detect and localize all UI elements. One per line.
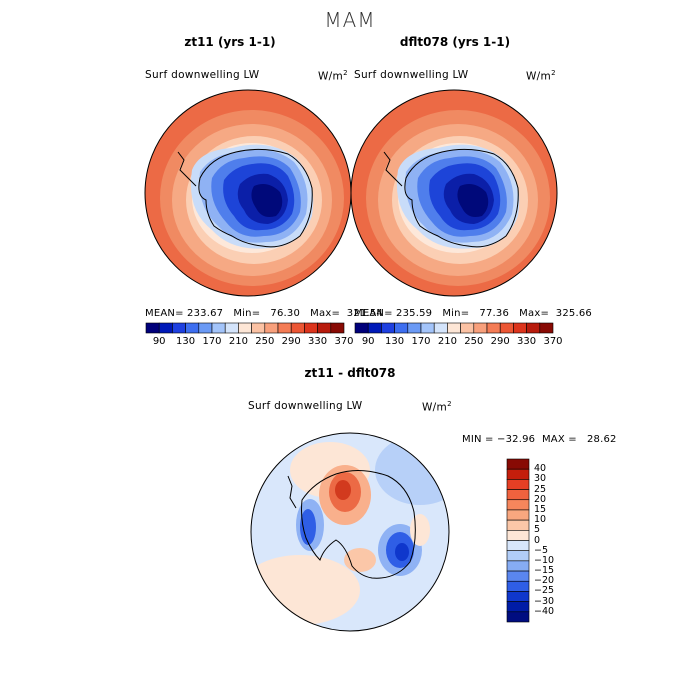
- colorbar-tick-label: 250: [464, 336, 484, 347]
- panel-3-stats: MIN = −32.96 MAX = 28.62: [462, 434, 617, 445]
- colorbar-1-ticks: 90 130 170 210 250 290 330 370: [0, 336, 700, 350]
- colorbar-tick-label: 370: [334, 336, 354, 347]
- colorbar-tick-label: 130: [176, 336, 196, 347]
- map-panel-1: [145, 90, 351, 296]
- colorbar-tick-label: −5: [534, 544, 549, 556]
- colorbar-tick-label: 330: [517, 336, 537, 347]
- colorbar-swatch: [539, 322, 554, 334]
- map-panel-3: [251, 433, 449, 631]
- colorbar-tick-label: 30: [534, 473, 547, 485]
- panel-1-units: W/m2: [318, 69, 348, 83]
- colorbar-tick-label: 25: [534, 483, 547, 495]
- colorbar-tick-label: 250: [255, 336, 275, 347]
- colorbar-tick-label: −15: [534, 565, 555, 577]
- panel-1-title: zt11 (yrs 1-1): [184, 35, 276, 49]
- panel-1-variable: Surf downwelling LW: [145, 69, 260, 81]
- colorbar-tick-label: 0: [534, 534, 541, 546]
- colorbar-tick-label: 290: [490, 336, 510, 347]
- panel-3-units: W/m2: [422, 400, 452, 414]
- colorbar-swatch: [506, 611, 530, 623]
- colorbar-tick-label: 20: [534, 493, 547, 505]
- colorbar-tick-label: 130: [385, 336, 405, 347]
- colorbar-tick-label: −10: [534, 554, 555, 566]
- panel-3-variable: Surf downwelling LW: [248, 400, 363, 412]
- colorbar-tick-label: 210: [437, 336, 457, 347]
- colorbar-tick-label: −30: [534, 595, 555, 607]
- colorbar-tick-label: 170: [202, 336, 222, 347]
- colorbar-panel-2: [354, 322, 554, 334]
- colorbar-swatch: [330, 322, 345, 334]
- panel-2-units: W/m2: [526, 69, 556, 83]
- colorbar-tick-label: 170: [411, 336, 431, 347]
- colorbar-tick-label: 290: [281, 336, 301, 347]
- figure-title: MAM: [324, 8, 376, 32]
- colorbar-tick-label: 370: [543, 336, 563, 347]
- colorbar-diff: [506, 458, 530, 623]
- colorbar-2-ticks: 90 130 170 210 250 290 330 370: [0, 336, 700, 350]
- panel-2-stats: MEAN= 235.59 Min= 77.36 Max= 325.66: [354, 308, 592, 319]
- panel-3-title: zt11 - dflt078: [304, 366, 396, 380]
- colorbar-tick-label: −25: [534, 585, 555, 597]
- panel-2-title: dflt078 (yrs 1-1): [399, 35, 511, 49]
- colorbar-tick-label: −20: [534, 575, 555, 587]
- colorbar-tick-label: 330: [308, 336, 328, 347]
- map-panel-2: [351, 90, 557, 296]
- colorbar-tick-label: 90: [152, 336, 166, 347]
- colorbar-tick-label: 10: [534, 514, 547, 526]
- colorbar-tick-label: 15: [534, 503, 547, 515]
- colorbar-tick-label: 210: [228, 336, 248, 347]
- colorbar-tick-label: −40: [534, 605, 555, 617]
- colorbar-panel-1: [145, 322, 345, 334]
- colorbar-tick-label: 40: [534, 463, 547, 475]
- colorbar-tick-label: 5: [534, 524, 541, 536]
- colorbar-tick-label: 90: [361, 336, 375, 347]
- panel-2-variable: Surf downwelling LW: [354, 69, 469, 81]
- panel-1-stats: MEAN= 233.67 Min= 76.30 Max= 321.54: [145, 308, 383, 319]
